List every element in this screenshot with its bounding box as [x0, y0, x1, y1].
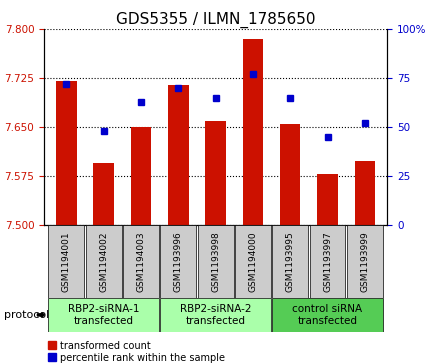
Bar: [93, 163, 114, 225]
Text: GSM1193995: GSM1193995: [286, 231, 295, 292]
Bar: [168, 85, 189, 225]
Bar: [205, 121, 226, 225]
Bar: [161, 298, 271, 332]
Title: GDS5355 / ILMN_1785650: GDS5355 / ILMN_1785650: [116, 12, 315, 28]
Text: GSM1194001: GSM1194001: [62, 231, 71, 292]
Text: GSM1193997: GSM1193997: [323, 231, 332, 292]
Bar: [310, 225, 345, 298]
Bar: [317, 174, 338, 225]
Bar: [242, 39, 263, 225]
Text: GSM1194002: GSM1194002: [99, 231, 108, 291]
Bar: [161, 225, 196, 298]
Bar: [56, 81, 77, 225]
Text: GSM1194003: GSM1194003: [136, 231, 146, 292]
Text: GSM1194000: GSM1194000: [249, 231, 257, 292]
Text: GSM1193999: GSM1193999: [360, 231, 369, 292]
Bar: [235, 225, 271, 298]
Bar: [123, 225, 159, 298]
Text: GSM1193998: GSM1193998: [211, 231, 220, 292]
Bar: [48, 225, 84, 298]
Text: protocol: protocol: [4, 310, 50, 320]
Bar: [272, 298, 383, 332]
Legend: transformed count, percentile rank within the sample: transformed count, percentile rank withi…: [49, 340, 224, 363]
Text: control siRNA
transfected: control siRNA transfected: [293, 304, 363, 326]
Text: GSM1193996: GSM1193996: [174, 231, 183, 292]
Bar: [280, 124, 301, 225]
Bar: [198, 225, 234, 298]
Text: RBP2-siRNA-1
transfected: RBP2-siRNA-1 transfected: [68, 304, 139, 326]
Text: RBP2-siRNA-2
transfected: RBP2-siRNA-2 transfected: [180, 304, 251, 326]
Bar: [131, 127, 151, 225]
Bar: [86, 225, 121, 298]
Bar: [48, 298, 159, 332]
Bar: [272, 225, 308, 298]
Bar: [347, 225, 383, 298]
Bar: [355, 161, 375, 225]
